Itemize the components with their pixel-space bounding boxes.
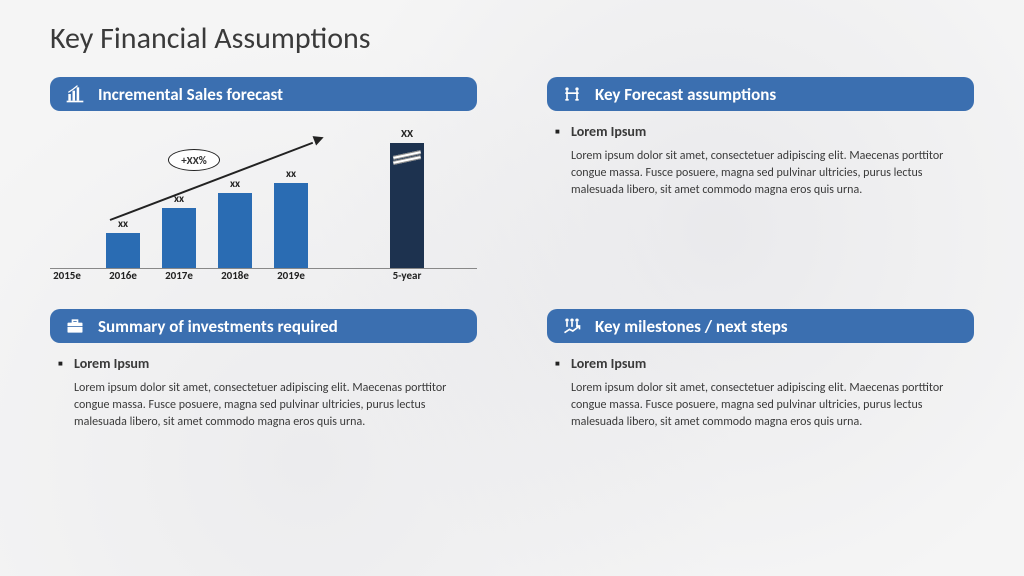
panel-investments: Summary of investments required Lorem Ip…: [50, 309, 477, 430]
briefcase-icon: [64, 315, 86, 337]
chart-bar-label: xx: [218, 177, 252, 190]
header-sales-label: Incremental Sales forecast: [98, 84, 283, 105]
header-investments-label: Summary of investments required: [98, 316, 338, 337]
chart-x-label: 2019e: [266, 269, 316, 282]
milestones-bullet-body: Lorem ipsum dolor sit amet, consectetuer…: [571, 380, 951, 430]
milestones-bullet-title: Lorem Ipsum: [571, 355, 970, 372]
investments-body: Lorem Ipsum Lorem ipsum dolor sit amet, …: [50, 343, 477, 430]
chart-bar-label: xx: [274, 167, 308, 180]
axis-break-icon: [397, 153, 417, 161]
chart-bar: xx: [218, 193, 252, 268]
panel-milestones: Key milestones / next steps Lorem Ipsum …: [547, 309, 974, 430]
header-sales: Incremental Sales forecast: [50, 77, 477, 111]
chart-bar-label: XX: [390, 127, 424, 140]
chart-x-label: 2015e: [42, 269, 92, 282]
panel-sales-forecast: Incremental Sales forecast xxxxxxxxXX+XX…: [50, 77, 477, 289]
header-milestones-label: Key milestones / next steps: [595, 316, 788, 337]
chart-x-label: 2016e: [98, 269, 148, 282]
panel-assumptions: Key Forecast assumptions Lorem Ipsum Lor…: [547, 77, 974, 289]
content-grid: Incremental Sales forecast xxxxxxxxXX+XX…: [50, 77, 974, 430]
milestones-body: Lorem Ipsum Lorem ipsum dolor sit amet, …: [547, 343, 974, 430]
chart-x-label: 2017e: [154, 269, 204, 282]
header-milestones: Key milestones / next steps: [547, 309, 974, 343]
header-investments: Summary of investments required: [50, 309, 477, 343]
assumptions-body: Lorem Ipsum Lorem ipsum dolor sit amet, …: [547, 111, 974, 198]
assumptions-bullet-title: Lorem Ipsum: [571, 123, 970, 140]
sales-chart: xxxxxxxxXX+XX% 2015e2016e2017e2018e2019e…: [50, 119, 477, 289]
growth-people-icon: [561, 315, 583, 337]
meeting-icon: [561, 83, 583, 105]
chart-bar: xx: [274, 183, 308, 268]
bar-chart-icon: [64, 83, 86, 105]
assumptions-bullet-body: Lorem ipsum dolor sit amet, consectetuer…: [571, 148, 951, 198]
chart-x-label: 2018e: [210, 269, 260, 282]
chart-bar: xx: [162, 208, 196, 268]
chart-x-label: 5-year: [382, 269, 432, 282]
investments-bullet-title: Lorem Ipsum: [74, 355, 473, 372]
trend-arrow-head-icon: [313, 133, 326, 146]
header-assumptions-label: Key Forecast assumptions: [595, 84, 776, 105]
chart-bar: xx: [106, 233, 140, 268]
investments-bullet-body: Lorem ipsum dolor sit amet, consectetuer…: [74, 380, 454, 430]
header-assumptions: Key Forecast assumptions: [547, 77, 974, 111]
page-title: Key Financial Assumptions: [50, 20, 974, 57]
growth-callout: +XX%: [168, 149, 220, 171]
